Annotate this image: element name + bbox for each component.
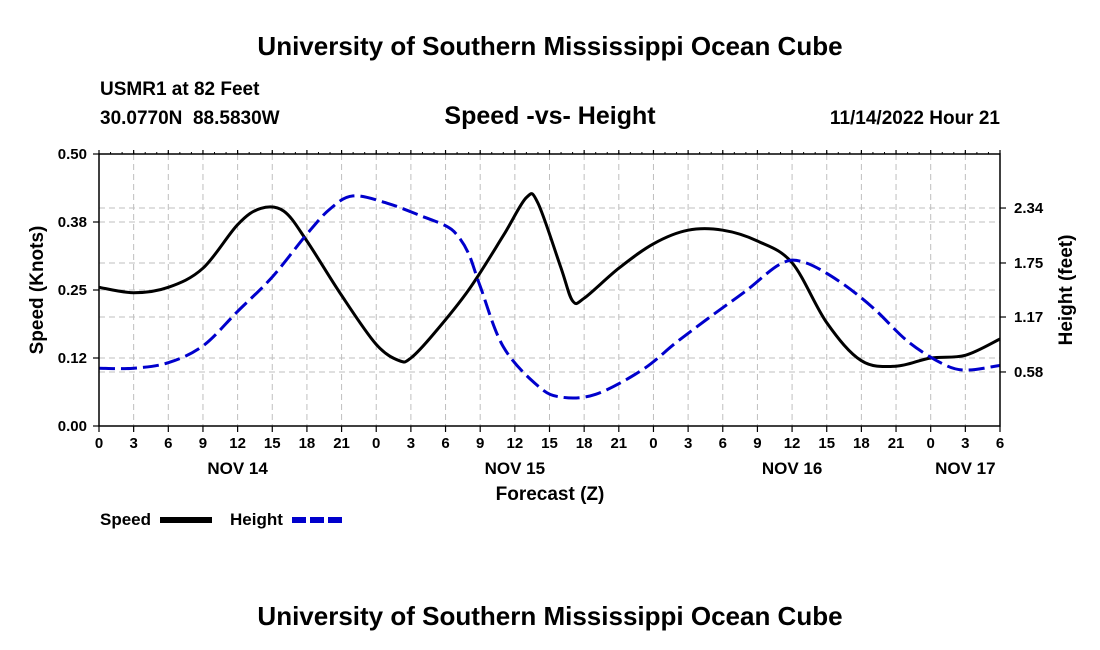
x-tick-label: 6 [164, 435, 172, 452]
series-line-speed [98, 192, 1001, 369]
x-tick-label: 6 [719, 435, 727, 452]
x-axis-title: Forecast (Z) [496, 484, 605, 505]
x-tick-label: 6 [441, 435, 449, 452]
x-tick-label: 21 [610, 435, 627, 452]
y-right-tick-label: 2.34 [1014, 200, 1044, 217]
x-tick-label: 0 [649, 435, 657, 452]
x-tick-label: 3 [129, 435, 137, 452]
y-left-tick-label: 0.38 [58, 214, 87, 231]
legend-label-speed: Speed [100, 510, 151, 529]
x-tick-label: 12 [229, 435, 246, 452]
y-left-tick-label: 0.12 [58, 350, 87, 367]
x-tick-label: 3 [961, 435, 969, 452]
y-axis-left-title: Speed (Knots) [27, 226, 48, 355]
main-title: University of Southern Mississippi Ocean… [257, 31, 842, 61]
x-tick-label: 12 [784, 435, 801, 452]
x-tick-label: 21 [333, 435, 350, 452]
y-right-tick-label: 1.75 [1014, 255, 1043, 272]
timestamp-label: 11/14/2022 Hour 21 [830, 108, 1000, 129]
y-left-tick-label: 0.50 [58, 146, 87, 163]
series-layer [98, 192, 1001, 400]
x-tick-label: 6 [996, 435, 1004, 452]
x-tick-label: 0 [95, 435, 103, 452]
grid-layer [99, 154, 1000, 426]
date-label: NOV 16 [762, 459, 822, 478]
x-tick-label: 3 [684, 435, 692, 452]
x-tick-label: 18 [299, 435, 316, 452]
chart-subtitle: Speed -vs- Height [444, 102, 656, 130]
x-tick-label: 9 [753, 435, 761, 452]
x-tick-label: 0 [927, 435, 935, 452]
station-label: USMR1 at 82 Feet [100, 79, 260, 100]
series-line-height [98, 194, 1001, 400]
x-tick-label: 18 [853, 435, 870, 452]
legend: Speed Height [100, 510, 344, 529]
x-tick-label: 9 [199, 435, 207, 452]
x-tick-label: 3 [407, 435, 415, 452]
x-tick-label: 12 [507, 435, 524, 452]
x-tick-label: 15 [264, 435, 281, 452]
axis-layer: 0 3 6 9 12 15 18 21 0 3 6 9 12 15 18 21 0 3 6 9 12 15 18 21 0 3 6N… [58, 146, 1044, 478]
x-tick-label: 0 [372, 435, 380, 452]
y-left-tick-label: 0.00 [58, 418, 87, 435]
legend-label-height: Height [230, 510, 283, 529]
x-tick-label: 9 [476, 435, 484, 452]
x-tick-label: 18 [576, 435, 593, 452]
date-label: NOV 15 [485, 459, 545, 478]
y-right-tick-label: 1.17 [1014, 309, 1043, 326]
x-tick-label: 15 [541, 435, 558, 452]
y-right-tick-label: 0.58 [1014, 364, 1043, 381]
x-tick-label: 21 [888, 435, 905, 452]
date-label: NOV 14 [207, 459, 268, 478]
date-label: NOV 17 [935, 459, 995, 478]
y-axis-right-title: Height (feet) [1056, 235, 1077, 346]
coordinates-label: 30.0770N 88.5830W [100, 108, 280, 129]
footer-title: University of Southern Mississippi Ocean… [257, 601, 842, 631]
y-left-tick-label: 0.25 [58, 282, 87, 299]
x-tick-label: 15 [818, 435, 835, 452]
